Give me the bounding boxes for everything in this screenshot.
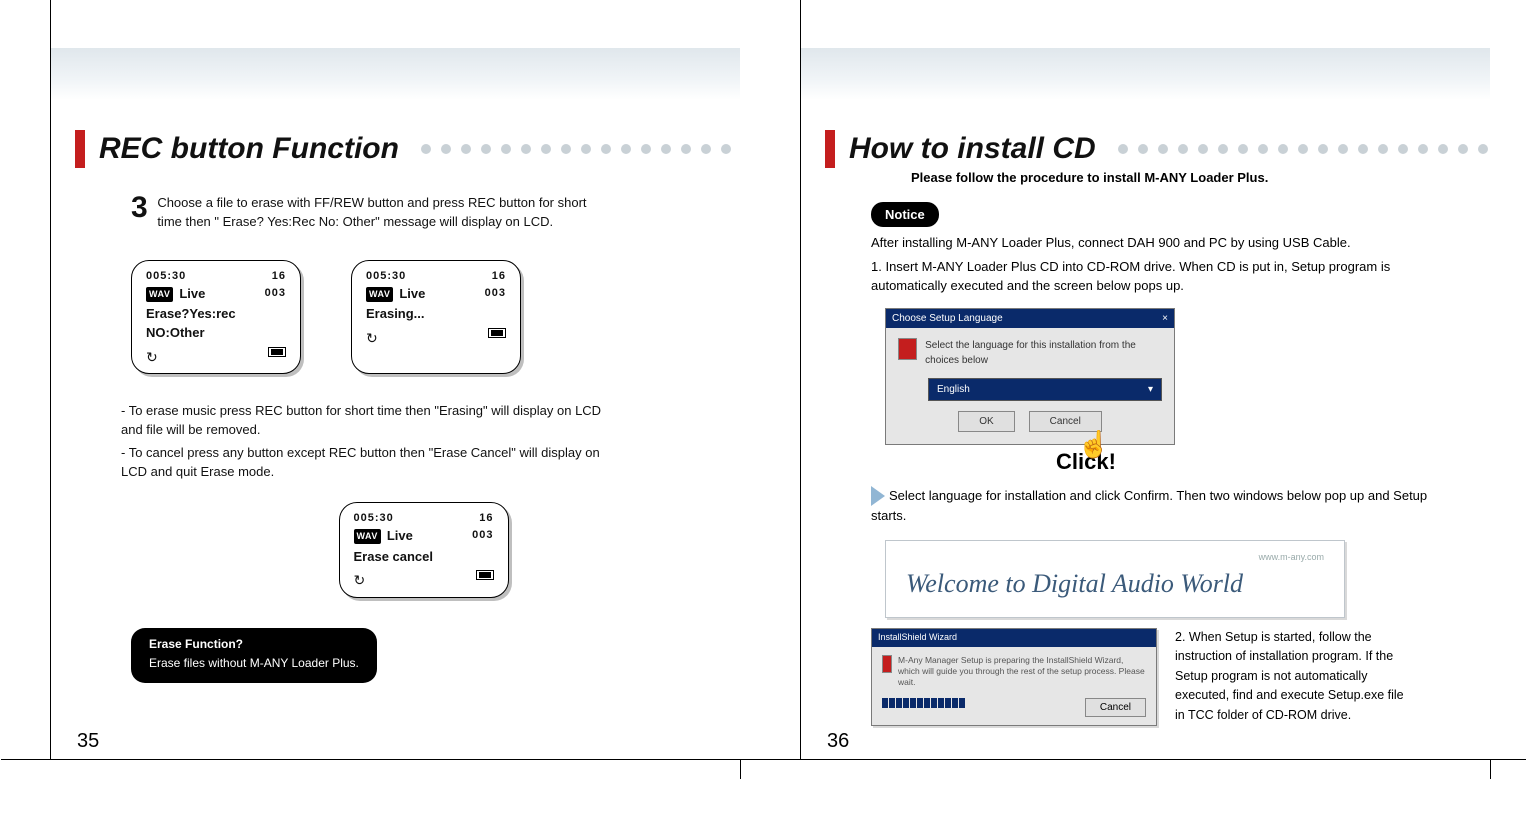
lcd-row: 005:3016 WAVLive003 Erase?Yes:rec NO:Oth… [131,260,716,375]
crop-mark [740,759,741,779]
callout-box: Erase Function? Erase files without M-AN… [131,628,377,683]
accent-bar-icon [75,130,85,168]
crop-mark [1490,759,1491,779]
lead-text: Please follow the procedure to install M… [911,168,1466,188]
repeat-icon: ↻ [354,570,366,590]
repeat-icon: ↻ [366,328,378,348]
dropdown-icon: ▾ [1148,382,1153,397]
battery-icon [268,347,286,357]
page-number: 35 [77,730,99,753]
welcome-banner: www.m-any.com Welcome to Digital Audio W… [885,540,1345,619]
wav-badge: WAV [354,529,381,544]
body-content: 3 Choose a file to erase with FF/REW but… [51,186,740,683]
dot-trail [413,144,740,154]
wizard-dialog: InstallShield Wizard M-Any Manager Setup… [871,628,1157,726]
lcd-erase-cancel: 005:3016 WAVLive003 Erase cancel ↻ [339,502,509,598]
heading-text: How to install CD [849,132,1096,166]
globe-icon [898,338,917,360]
wav-badge: WAV [366,287,393,302]
after-click-text: Select language for installation and cli… [871,486,1466,526]
battery-icon [476,570,494,580]
hand-cursor-icon: ☝ [1078,425,1110,464]
triangle-bullet-icon [871,486,885,506]
language-dialog: Choose Setup Language× Select the langua… [885,308,1175,445]
heading-text: REC button Function [99,132,399,166]
repeat-icon: ↻ [146,347,158,367]
notice-badge: Notice [871,202,939,228]
section-heading: REC button Function [51,130,740,168]
note-2: - To cancel press any button except REC … [121,444,621,482]
ok-button: OK [958,411,1014,432]
notice-text: After installing M-ANY Loader Plus, conn… [871,233,1466,253]
battery-icon [488,328,506,338]
step-1-text: 1. Insert M-ANY Loader Plus CD into CD-R… [871,257,1466,296]
step-number: 3 [131,186,148,230]
click-label: Click! [1056,445,1466,478]
banner-url: www.m-any.com [906,551,1324,565]
section-heading: How to install CD [801,130,1490,168]
accent-bar-icon [825,130,835,168]
close-icon: × [1162,311,1168,326]
page-number: 36 [827,730,849,753]
dot-trail [1110,144,1490,154]
body-content: Please follow the procedure to install M… [801,168,1490,726]
lcd-erase-prompt: 005:3016 WAVLive003 Erase?Yes:rec NO:Oth… [131,260,301,375]
note-1: - To erase music press REC button for sh… [121,402,621,440]
callout-title: Erase Function? [149,636,359,653]
dialog-titlebar: Choose Setup Language× [886,309,1174,328]
wizard-body: M-Any Manager Setup is preparing the Ins… [898,655,1146,688]
progress-bar [882,698,965,708]
page-36: How to install CD Please follow the proc… [800,20,1490,760]
header-gradient [51,48,740,100]
bottom-row: InstallShield Wizard M-Any Manager Setup… [871,628,1466,726]
lcd-erasing: 005:3016 WAVLive003 Erasing... ↻ [351,260,521,375]
banner-text: Welcome to Digital Audio World [906,564,1324,603]
cancel-button: Cancel [1085,698,1146,717]
page-35: REC button Function 3 Choose a file to e… [50,20,740,760]
setup-icon [882,655,892,673]
wav-badge: WAV [146,287,173,302]
dialog-titlebar: InstallShield Wizard [872,629,1156,647]
dialog-body: Select the language for this installatio… [925,338,1162,368]
notes: - To erase music press REC button for sh… [121,402,621,481]
header-gradient [801,48,1490,100]
callout-body: Erase files without M-ANY Loader Plus. [149,655,359,672]
step-text: Choose a file to erase with FF/REW butto… [157,194,597,232]
language-select: English▾ [928,378,1162,401]
step-2-text: 2. When Setup is started, follow the ins… [1175,628,1415,726]
crop-mark [1490,759,1526,760]
